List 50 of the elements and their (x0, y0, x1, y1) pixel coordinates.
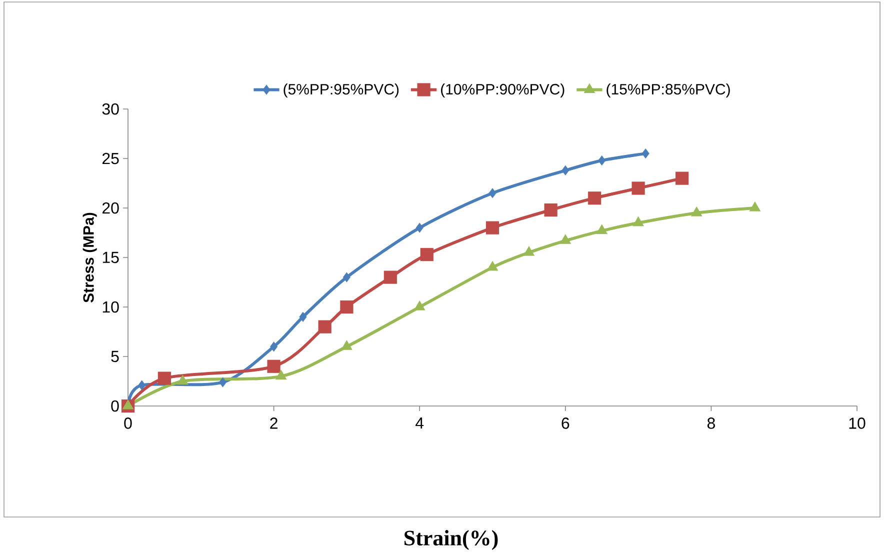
x-axis-title: Strain(%) (404, 530, 498, 550)
point (158, 372, 172, 385)
point (267, 360, 280, 373)
point (420, 248, 434, 262)
point (596, 224, 608, 234)
point (486, 221, 500, 234)
point (562, 165, 570, 176)
point (299, 312, 307, 322)
point (488, 188, 496, 198)
point (342, 272, 351, 282)
legend-label: (10%PP:90%PVC) (441, 84, 564, 98)
point (632, 182, 645, 195)
point (690, 206, 702, 216)
x-tick-label: 10 (849, 418, 866, 429)
x-tick-label: 6 (562, 418, 570, 429)
point (749, 201, 761, 212)
point (414, 300, 426, 310)
legend-label: (5%PP:95%PVC) (284, 84, 399, 98)
point (642, 148, 650, 159)
point (675, 172, 689, 185)
point (318, 320, 332, 334)
point (544, 203, 558, 217)
point (270, 342, 278, 352)
y-tick-label: 15 (102, 252, 119, 264)
point (416, 222, 424, 233)
point (341, 340, 352, 350)
y-tick-label: 20 (102, 202, 119, 214)
x-tick-label: 0 (124, 418, 132, 429)
x-tick-label: 2 (270, 418, 278, 429)
point (176, 374, 188, 385)
y-tick-label: 10 (102, 301, 119, 313)
point (138, 380, 146, 390)
point (340, 300, 354, 314)
y-axis-title: Stress (MPa) (82, 212, 97, 302)
point (218, 377, 227, 388)
point (598, 155, 606, 166)
point (523, 246, 535, 256)
x-tick-label: 8 (707, 418, 715, 429)
point (632, 216, 644, 226)
x-tick-label: 4 (416, 418, 424, 429)
point (486, 260, 498, 271)
legend-label: (15%PP:85%PVC) (606, 84, 730, 98)
point (560, 234, 572, 244)
y-tick-label: 0 (111, 400, 119, 412)
point (384, 270, 398, 284)
point (588, 192, 602, 205)
y-tick-label: 5 (111, 350, 119, 362)
y-tick-label: 25 (102, 152, 119, 164)
y-tick-label: 30 (102, 103, 119, 115)
point (275, 370, 287, 380)
